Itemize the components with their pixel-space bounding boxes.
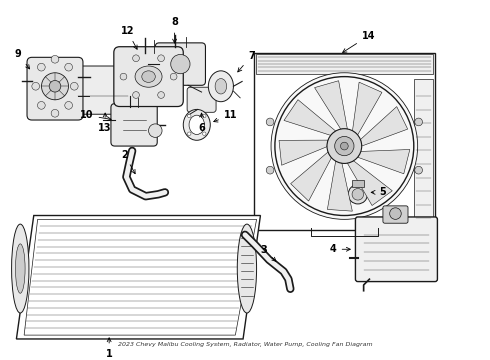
Polygon shape — [352, 82, 382, 135]
Text: 2023 Chevy Malibu Cooling System, Radiator, Water Pump, Cooling Fan Diagram: 2023 Chevy Malibu Cooling System, Radiat… — [118, 342, 372, 347]
Text: 12: 12 — [121, 26, 137, 49]
Circle shape — [348, 185, 368, 204]
Circle shape — [327, 129, 362, 163]
Polygon shape — [327, 161, 352, 211]
Circle shape — [49, 81, 61, 92]
Text: 10: 10 — [80, 110, 111, 121]
FancyBboxPatch shape — [114, 47, 183, 107]
Ellipse shape — [16, 244, 25, 293]
Circle shape — [65, 102, 73, 109]
Bar — [256, 54, 433, 74]
Circle shape — [65, 63, 73, 71]
Circle shape — [120, 73, 127, 80]
FancyBboxPatch shape — [383, 206, 408, 223]
Text: 9: 9 — [15, 49, 29, 69]
FancyBboxPatch shape — [155, 43, 205, 85]
Polygon shape — [279, 140, 328, 165]
Circle shape — [148, 124, 162, 138]
Circle shape — [341, 142, 348, 150]
Polygon shape — [284, 100, 336, 135]
Circle shape — [71, 82, 78, 90]
Polygon shape — [315, 81, 347, 129]
Bar — [254, 53, 435, 230]
Ellipse shape — [135, 66, 162, 87]
Circle shape — [158, 92, 165, 98]
Text: 8: 8 — [171, 17, 178, 43]
Circle shape — [170, 73, 177, 80]
Text: 1: 1 — [106, 338, 113, 359]
Circle shape — [352, 189, 364, 200]
Circle shape — [188, 114, 191, 118]
Text: 13: 13 — [98, 113, 112, 133]
Polygon shape — [291, 152, 331, 201]
Text: 3: 3 — [260, 245, 276, 261]
FancyBboxPatch shape — [355, 217, 438, 282]
Text: 6: 6 — [198, 113, 205, 133]
Polygon shape — [358, 149, 410, 174]
Text: 7: 7 — [238, 51, 255, 72]
Circle shape — [38, 63, 45, 71]
Ellipse shape — [237, 224, 257, 313]
Ellipse shape — [215, 78, 227, 94]
Polygon shape — [361, 107, 408, 146]
FancyBboxPatch shape — [187, 87, 216, 112]
Bar — [352, 180, 364, 186]
Text: 14: 14 — [343, 31, 375, 53]
Circle shape — [133, 55, 139, 62]
FancyBboxPatch shape — [27, 57, 83, 120]
Circle shape — [32, 82, 40, 90]
Circle shape — [42, 73, 69, 100]
Circle shape — [202, 132, 206, 135]
Circle shape — [266, 166, 274, 174]
Circle shape — [51, 55, 59, 63]
Circle shape — [266, 118, 274, 126]
Circle shape — [38, 102, 45, 109]
Ellipse shape — [12, 224, 29, 313]
Circle shape — [202, 114, 206, 118]
Circle shape — [415, 166, 422, 174]
Text: 11: 11 — [214, 110, 237, 122]
Circle shape — [335, 136, 354, 156]
Circle shape — [188, 132, 191, 135]
Polygon shape — [347, 161, 392, 206]
Circle shape — [51, 109, 59, 117]
FancyBboxPatch shape — [111, 104, 157, 146]
Bar — [414, 78, 433, 222]
Text: 2: 2 — [121, 149, 135, 174]
Ellipse shape — [183, 109, 210, 140]
Circle shape — [133, 92, 139, 98]
Ellipse shape — [142, 71, 155, 82]
Circle shape — [171, 54, 190, 74]
Text: 5: 5 — [371, 187, 386, 197]
Ellipse shape — [189, 115, 204, 135]
Circle shape — [271, 73, 417, 219]
Ellipse shape — [208, 71, 233, 102]
Text: 4: 4 — [330, 244, 350, 254]
Polygon shape — [16, 216, 260, 339]
Circle shape — [415, 118, 422, 126]
FancyBboxPatch shape — [74, 66, 133, 114]
Circle shape — [390, 208, 401, 219]
Circle shape — [158, 55, 165, 62]
